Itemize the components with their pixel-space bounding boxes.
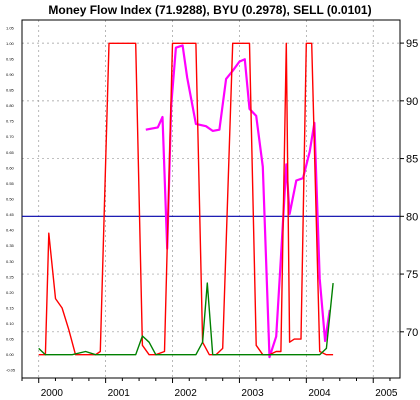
chart-title: Money Flow Index (71.9288), BYU (0.2978)… [48, 3, 371, 17]
left-axis-tick-label: 0.00 [6, 352, 15, 357]
left-axis-tick-label: 0.30 [6, 259, 15, 264]
left-axis-tick-label: 0.85 [6, 88, 15, 93]
left-axis-tick-label: 1.00 [6, 41, 15, 46]
left-axis-tick-label: 0.75 [6, 119, 15, 124]
right-axis-tick-label: 80 [406, 211, 418, 223]
x-axis-tick-label: 2000 [41, 388, 64, 399]
x-axis-tick-label: 2003 [241, 388, 264, 399]
left-axis-tick-label: 0.90 [6, 72, 15, 77]
left-axis-tick-label: 0.10 [6, 321, 15, 326]
left-axis-tick-label: 0.15 [6, 305, 15, 310]
left-axis-tick-label: 0.35 [6, 243, 15, 248]
left-axis-tick-label: 0.60 [6, 165, 15, 170]
right-axis-tick-label: 90 [406, 96, 418, 108]
left-axis-tick-label: 0.80 [6, 103, 15, 108]
right-axis-tick-label: 95 [406, 38, 418, 50]
left-axis-tick-label: 0.65 [6, 150, 15, 155]
x-axis-tick-label: 2004 [308, 388, 331, 399]
right-axis-tick-label: 85 [406, 154, 418, 166]
left-axis-tick-label: 0.25 [6, 274, 15, 279]
left-axis-tick-label: -0.05 [6, 368, 16, 373]
x-axis-tick-label: 2002 [175, 388, 198, 399]
right-axis-tick-label: 70 [406, 327, 418, 339]
right-axis: 70 75 80 85 90 95 [400, 38, 418, 339]
series-line-2 [38, 42, 334, 356]
left-axis-tick-label: 0.20 [6, 290, 15, 295]
left-axis-tick-label: 1.05 [6, 25, 15, 30]
series-line-3 [38, 282, 334, 356]
left-axis-tick-label: 0.70 [6, 134, 15, 139]
x-axis-tick-label: 2001 [108, 388, 131, 399]
left-axis: -0.05 0.00 0.05 0.10 0.15 0.20 0.25 0.30 0.35 0.4… [6, 25, 16, 372]
x-axis: 2000 2001 2002 2003 2004 2005 [21, 378, 398, 399]
right-axis-tick-label: 75 [406, 269, 418, 281]
left-axis-tick-label: 0.50 [6, 197, 15, 202]
x-axis-tick-label: 2005 [375, 388, 398, 399]
left-axis-tick-label: 0.45 [6, 212, 15, 217]
plot-frame [21, 19, 401, 379]
series-line-1 [145, 44, 331, 359]
left-axis-tick-label: 0.95 [6, 56, 15, 61]
left-axis-tick-label: 0.55 [6, 181, 15, 186]
left-axis-tick-label: 0.40 [6, 228, 15, 233]
series-layer [38, 42, 334, 359]
left-axis-tick-label: 0.05 [6, 337, 15, 342]
